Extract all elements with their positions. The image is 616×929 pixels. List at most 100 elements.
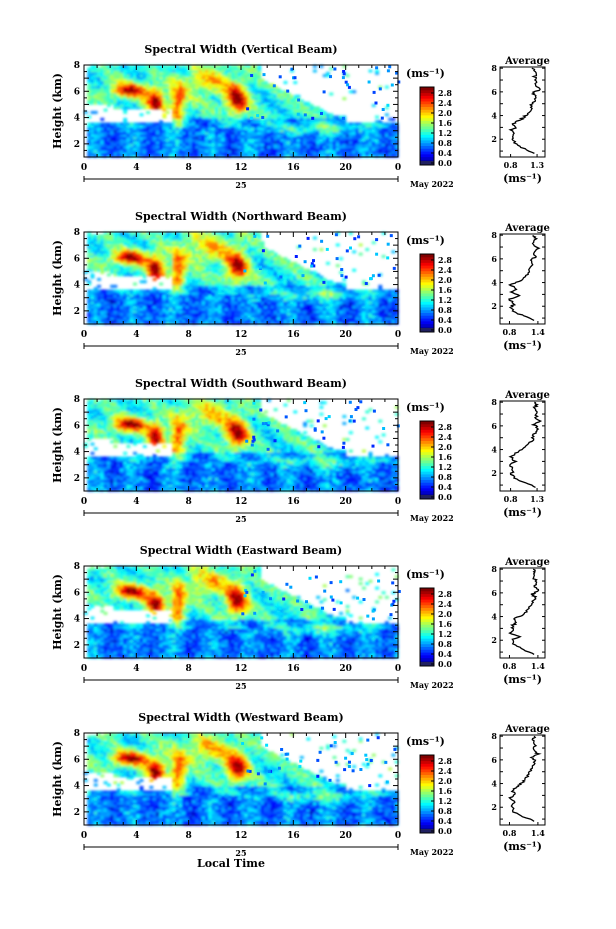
heatmap-cell xyxy=(267,115,272,119)
heatmap-cell xyxy=(231,298,236,302)
heatmap-cell xyxy=(195,140,200,144)
heatmap-cell xyxy=(165,248,170,251)
heatmap-cell xyxy=(142,296,147,300)
heatmap-cell xyxy=(214,321,219,325)
heatmap-cell xyxy=(296,106,301,110)
heatmap-cell xyxy=(221,101,226,105)
heatmap-cell xyxy=(119,234,124,238)
heatmap-cell xyxy=(214,106,219,110)
heatmap-cell xyxy=(263,129,268,133)
heatmap-cell xyxy=(205,280,209,284)
heatmap-cell xyxy=(142,122,147,126)
heatmap-cell xyxy=(211,273,216,277)
heatmap-cell xyxy=(286,134,291,137)
heatmap-cell xyxy=(378,120,383,124)
heatmap-cell xyxy=(293,111,298,114)
heatmap-cell xyxy=(386,103,390,107)
heatmap-cell xyxy=(214,69,219,73)
heatmap-cell xyxy=(123,94,128,98)
heatmap-cell xyxy=(172,108,177,112)
heatmap-cell xyxy=(142,154,147,158)
heatmap-cell xyxy=(162,238,167,242)
heatmap-cell xyxy=(231,294,236,297)
heatmap-cell xyxy=(146,92,151,96)
heatmap-cell xyxy=(231,138,236,142)
heatmap-cell xyxy=(123,78,128,82)
heatmap-cell xyxy=(90,312,95,316)
heatmap-cell xyxy=(129,259,134,263)
heatmap-cell xyxy=(299,131,304,135)
heatmap-cell xyxy=(227,296,232,300)
heatmap-cell xyxy=(276,115,281,119)
heatmap-cell xyxy=(172,266,177,270)
heatmap-cell xyxy=(136,289,141,293)
heatmap-cell xyxy=(119,232,124,235)
heatmap-cell xyxy=(362,122,366,126)
heatmap-cell xyxy=(126,76,131,80)
heatmap-cell xyxy=(175,140,180,144)
heatmap-cell xyxy=(113,127,118,130)
heatmap-cell xyxy=(129,307,134,311)
heatmap-cell xyxy=(205,317,209,320)
heatmap-cell xyxy=(110,317,115,320)
heatmap-cell xyxy=(195,273,200,277)
heatmap-cell xyxy=(106,303,111,307)
heatmap-cell xyxy=(113,236,118,240)
heatmap-cell xyxy=(175,90,180,94)
heatmap-cell xyxy=(365,138,370,142)
heatmap-cell xyxy=(221,284,226,288)
heatmap-cell xyxy=(263,140,268,144)
heatmap-cell xyxy=(146,232,151,235)
heatmap-cell xyxy=(90,275,95,279)
heatmap-cell xyxy=(191,117,196,121)
heatmap-cell xyxy=(133,152,137,156)
heatmap-cell xyxy=(342,124,347,128)
heatmap-cell xyxy=(241,234,245,238)
heatmap-cell xyxy=(162,145,167,149)
colorbar-step xyxy=(420,128,434,133)
heatmap-cell xyxy=(169,248,173,251)
heatmap-cell xyxy=(358,152,363,156)
heatmap-cell xyxy=(211,106,216,110)
heatmap-cell xyxy=(241,271,245,274)
colorbar-step xyxy=(420,153,434,158)
heatmap-cell xyxy=(234,76,239,80)
heatmap-cell xyxy=(149,101,154,105)
heatmap-cell xyxy=(87,127,92,130)
colorbar-unit: (ms⁻¹) xyxy=(406,67,445,80)
heatmap-cell xyxy=(165,301,170,304)
heatmap-cell xyxy=(309,147,314,151)
heatmap-cell xyxy=(182,268,186,272)
heatmap-cell xyxy=(110,261,115,265)
heatmap-cell xyxy=(126,136,131,140)
heatmap-cell xyxy=(250,138,255,142)
heatmap-cell xyxy=(306,143,311,147)
heatmap-cell xyxy=(290,140,294,144)
heatmap-cell xyxy=(368,150,373,153)
heatmap-cell xyxy=(198,67,203,71)
heatmap-cell xyxy=(110,90,115,94)
heatmap-cell xyxy=(97,83,101,87)
heatmap-cell xyxy=(339,154,343,158)
heatmap-cell xyxy=(227,232,232,235)
heatmap-cell xyxy=(231,273,236,277)
heatmap-cell xyxy=(211,257,216,261)
heatmap-cell xyxy=(133,97,137,101)
heatmap-cell xyxy=(175,305,180,309)
heatmap-cell xyxy=(100,69,105,73)
heatmap-cell xyxy=(182,298,186,302)
heatmap-cell xyxy=(286,106,291,110)
heatmap-cell xyxy=(286,97,291,101)
heatmap-cell xyxy=(329,152,334,156)
heatmap-cell xyxy=(312,113,317,117)
heatmap-cell xyxy=(227,127,232,130)
heatmap-cell xyxy=(231,122,236,126)
heatmap-cell xyxy=(227,321,232,325)
heatmap-cell xyxy=(113,243,118,247)
heatmap-cell xyxy=(165,252,170,256)
heatmap-cell xyxy=(182,108,186,112)
heatmap-cell xyxy=(152,278,157,281)
heatmap-cell xyxy=(201,273,206,277)
heatmap-cell xyxy=(375,136,379,140)
heatmap-cell xyxy=(218,134,222,137)
